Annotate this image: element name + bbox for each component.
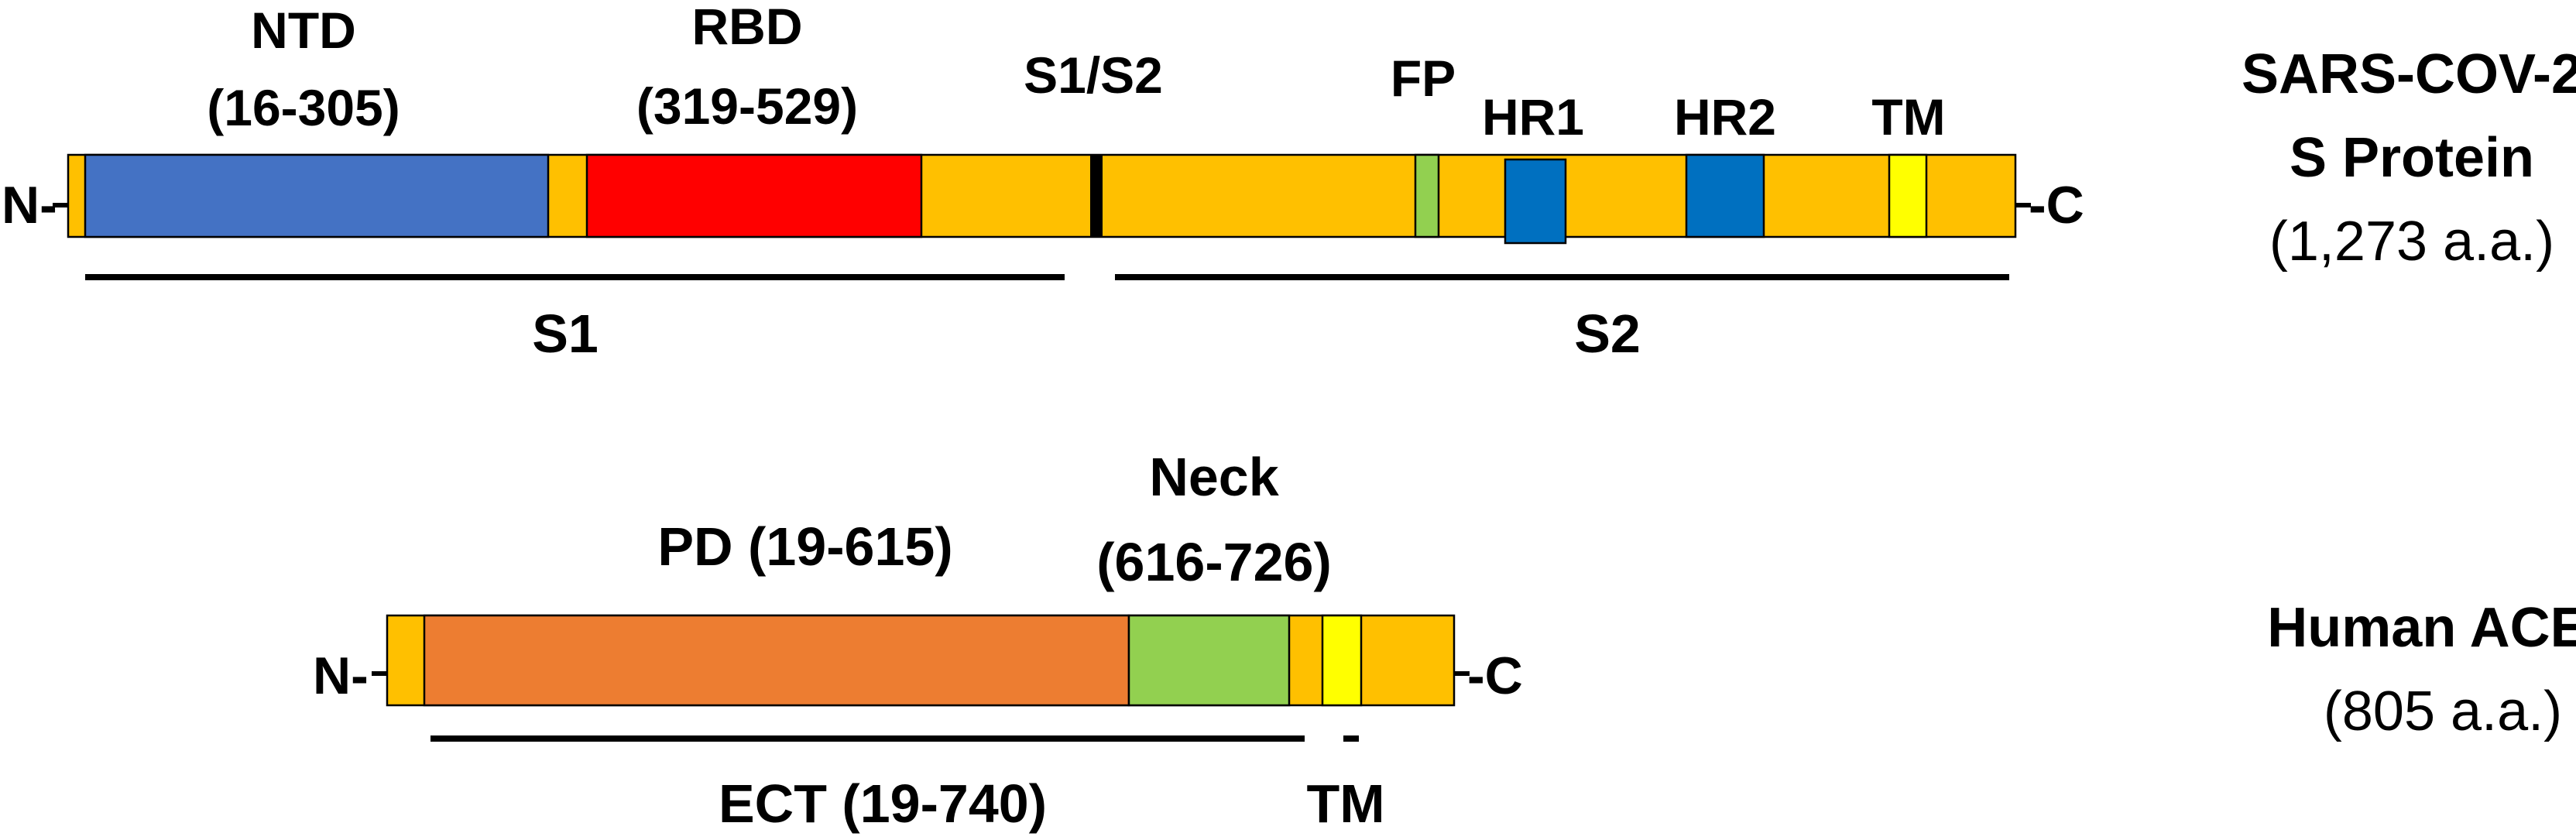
ace2-ect-label: ECT (19-740): [719, 773, 1047, 834]
spike-fp-domain: [1414, 153, 1440, 238]
spike-hr1-domain: [1504, 158, 1567, 245]
spike-hr2-domain: [1685, 153, 1765, 238]
ace2-neck-range-label: (616-726): [1096, 532, 1332, 592]
spike-title-line1: SARS-COV-2: [2242, 43, 2576, 105]
ace2-title: Human ACE2: [2267, 597, 2576, 659]
spike-protein-diagram: N- -C NTD (16-305) RBD (319-529) S1/S2 F…: [2, 0, 2576, 364]
spike-hr2-label: HR2: [1674, 88, 1776, 146]
spike-fp-label: FP: [1391, 50, 1456, 107]
ace2-pd-domain: [423, 614, 1130, 707]
spike-s1s2-cleavage-site: [1090, 155, 1103, 237]
spike-tm-domain: [1888, 153, 1928, 238]
spike-ntd-domain: [84, 153, 550, 238]
ace2-pd-label: PD (19-615): [657, 516, 952, 577]
ace2-length-label: (805 a.a.): [2324, 681, 2562, 742]
spike-rbd-domain: [585, 153, 923, 238]
ace2-tm-domain: [1321, 614, 1363, 707]
ace2-protein-diagram: N- -C PD (19-615) Neck (616-726) ECT (19…: [313, 447, 2576, 834]
ace2-tm-label: TM: [1306, 773, 1384, 834]
ace2-n-terminus-label: N-: [313, 646, 369, 705]
spike-hr1-label: HR1: [1482, 88, 1584, 146]
spike-ntd-range-label: (16-305): [207, 79, 400, 136]
ace2-c-terminus-label: -C: [1467, 646, 1523, 705]
ace2-neck-label: Neck: [1149, 447, 1278, 507]
spike-s1s2-label: S1/S2: [1024, 46, 1163, 104]
spike-s2-label: S2: [1574, 303, 1641, 364]
spike-rbd-label: RBD: [692, 0, 803, 55]
spike-rbd-range-label: (319-529): [636, 77, 858, 135]
spike-s1-label: S1: [532, 303, 599, 364]
spike-n-terminus-label: N-: [2, 176, 57, 235]
ace2-neck-domain: [1127, 614, 1291, 707]
spike-length-label: (1,273 a.a.): [2269, 211, 2554, 273]
spike-ntd-label: NTD: [251, 2, 356, 59]
spike-c-terminus-label: -C: [2029, 176, 2084, 235]
spike-title-line2: S Protein: [2290, 127, 2534, 189]
spike-tm-label: TM: [1871, 88, 1945, 146]
